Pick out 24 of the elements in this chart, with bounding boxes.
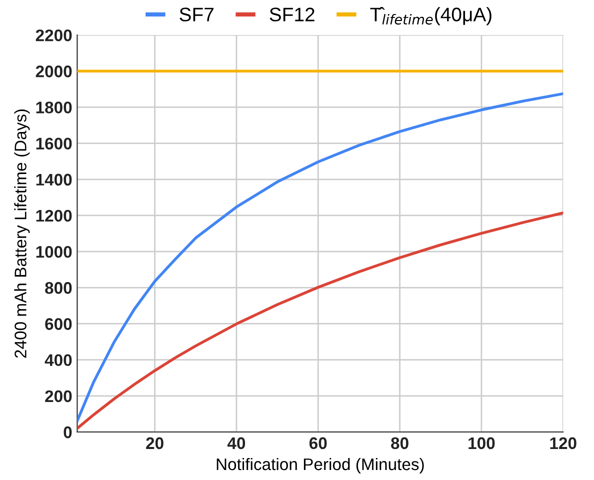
y-tick-label: 1600	[36, 138, 72, 150]
y-tick-label: 600	[45, 318, 72, 330]
y-tick-label: 1000	[36, 246, 72, 258]
x-tick-label: 40	[227, 437, 246, 450]
x-tick-label: 60	[309, 437, 327, 450]
y-tick-label: 1400	[36, 174, 72, 186]
legend-label: SF7	[180, 8, 214, 22]
y-axis-title: 2400 mAh Battery Lifetime (Days)	[14, 110, 30, 358]
x-tick-label: 120	[550, 437, 576, 450]
y-tick-label: 0	[64, 426, 72, 438]
y-tick-label: 1200	[36, 210, 72, 222]
x-axis-title: Notification Period (Minutes)	[216, 458, 424, 474]
line-series	[77, 92, 564, 422]
y-tick-label: 2200	[36, 29, 72, 42]
y-tick-label: 1800	[36, 102, 72, 114]
y-tick-label: 2000	[36, 66, 72, 78]
x-tick-label: 100	[468, 437, 495, 450]
y-tick-label: 200	[45, 390, 72, 402]
y-tick-label: 400	[44, 354, 72, 366]
y-tick-label: 800	[45, 282, 72, 294]
x-tick-label: 80	[391, 437, 408, 450]
legend-label: SF12	[270, 8, 314, 22]
x-tick-label: 20	[146, 437, 164, 450]
legend-label: T̂$_{lifetime}$(40μA)	[370, 7, 492, 26]
